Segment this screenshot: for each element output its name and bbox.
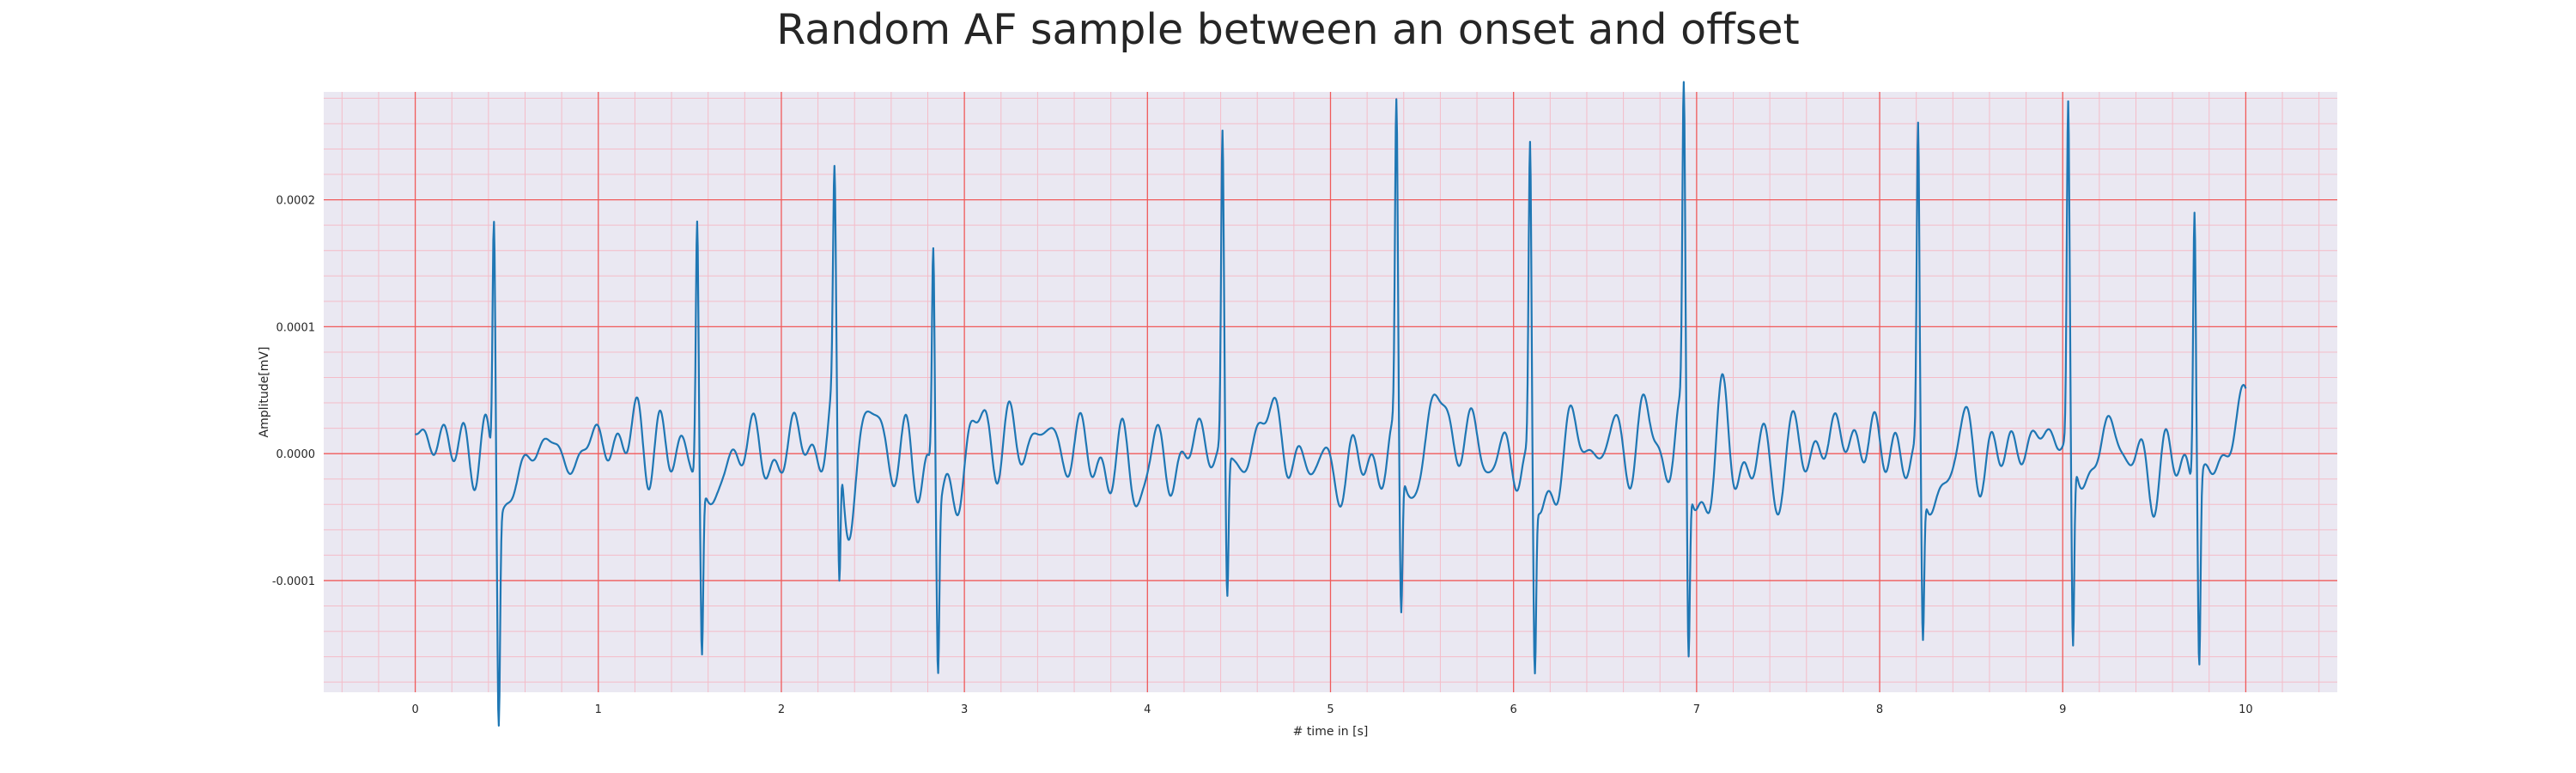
y-tick-label: 0.0002 xyxy=(276,195,316,208)
y-tick-label: 0.0000 xyxy=(276,448,316,461)
x-tick-label: 5 xyxy=(1327,703,1334,716)
x-tick-label: 10 xyxy=(2239,703,2253,716)
y-tick-label: 0.0001 xyxy=(276,321,316,334)
y-axis-ticks: -0.0001 0.0000 0.0001 0.0002 xyxy=(272,195,315,588)
y-tick-label: -0.0001 xyxy=(272,575,315,588)
x-tick-label: 8 xyxy=(1876,703,1883,716)
ecg-signal-line xyxy=(415,81,2247,727)
x-tick-label: 9 xyxy=(2059,703,2066,716)
chart-title: Random AF sample between an onset and of… xyxy=(776,5,1800,54)
x-axis-ticks: 0 1 2 3 4 5 6 7 8 9 10 xyxy=(411,703,2252,716)
x-tick-label: 1 xyxy=(595,703,602,716)
x-axis-label: # time in [s] xyxy=(1293,725,1369,739)
x-tick-label: 3 xyxy=(961,703,968,716)
x-tick-label: 6 xyxy=(1510,703,1517,716)
x-tick-label: 2 xyxy=(778,703,785,716)
major-grid xyxy=(324,92,2337,692)
x-tick-label: 4 xyxy=(1144,703,1151,716)
x-tick-label: 7 xyxy=(1693,703,1700,716)
x-tick-label: 0 xyxy=(411,703,418,716)
y-axis-label: Amplitude[mV] xyxy=(258,347,271,438)
